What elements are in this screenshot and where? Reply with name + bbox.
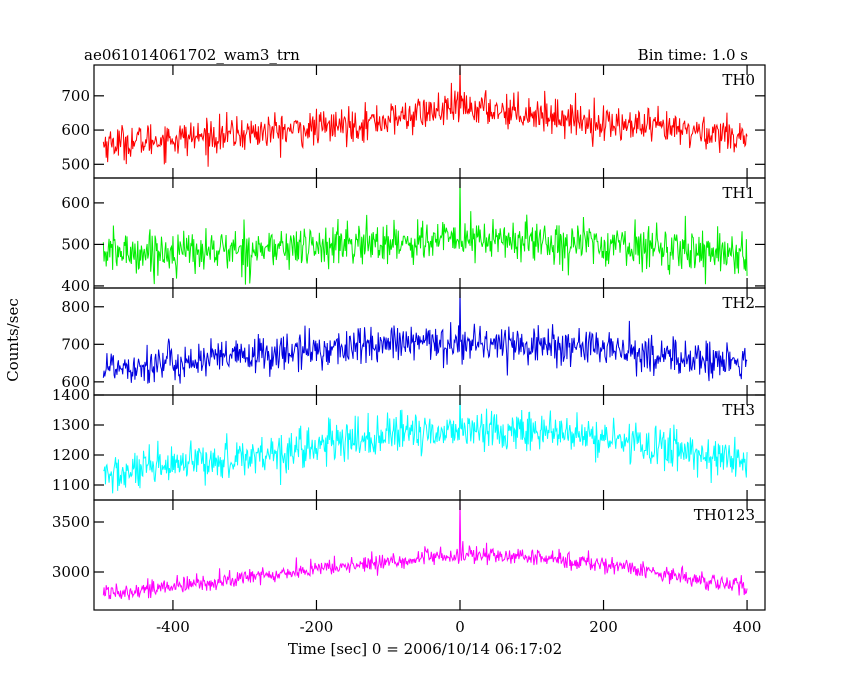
chart-title: ae061014061702_wam3_trn bbox=[84, 46, 300, 64]
bin-time-label: Bin time: 1.0 s bbox=[638, 46, 748, 64]
panel-frame bbox=[93, 499, 766, 611]
y-tick-label: 1200 bbox=[52, 446, 90, 464]
series-label-th3: TH3 bbox=[722, 401, 755, 419]
series-line-th2 bbox=[102, 288, 748, 384]
x-tick-label: 400 bbox=[733, 618, 762, 636]
series-label-th1: TH1 bbox=[722, 184, 755, 202]
panel-th0: 500 600 700 TH0 bbox=[61, 64, 766, 179]
panels: 500 600 700 TH0 400 500 600 TH1 600 700 800 TH2 1100… bbox=[52, 64, 766, 636]
y-tick-label: 500 bbox=[61, 235, 90, 253]
x-axis-label: Time [sec] 0 = 2006/10/14 06:17:02 bbox=[288, 640, 562, 658]
y-tick-label: 1400 bbox=[52, 386, 90, 404]
x-tick-label: -400 bbox=[156, 618, 190, 636]
y-tick-label: 800 bbox=[61, 298, 90, 316]
series-line-th1 bbox=[102, 178, 748, 285]
panel-th2: 600 700 800 TH2 bbox=[61, 287, 766, 396]
y-tick-label: 500 bbox=[61, 155, 90, 173]
panel-frame bbox=[93, 64, 766, 179]
series-line-th0123 bbox=[102, 500, 748, 601]
x-tick-label: 0 bbox=[455, 618, 465, 636]
y-tick-label: 3500 bbox=[52, 513, 90, 531]
panel-th0123: 3000 3500 TH0123 bbox=[52, 499, 766, 611]
y-tick-label: 1300 bbox=[52, 416, 90, 434]
series-label-th2: TH2 bbox=[722, 294, 755, 312]
series-label-th0: TH0 bbox=[722, 71, 755, 89]
y-tick-label: 3000 bbox=[52, 563, 90, 581]
y-tick-label: 400 bbox=[61, 277, 90, 295]
y-tick-label: 1100 bbox=[52, 476, 90, 494]
x-tick-label: -200 bbox=[300, 618, 334, 636]
y-axis-label: Counts/sec bbox=[4, 298, 22, 382]
series-line-th0 bbox=[102, 65, 748, 167]
series-label-th0123: TH0123 bbox=[694, 506, 755, 524]
y-tick-label: 700 bbox=[61, 87, 90, 105]
series-line-th3 bbox=[103, 395, 748, 494]
panel-th1: 400 500 600 TH1 bbox=[61, 177, 766, 295]
y-tick-label: 600 bbox=[61, 121, 90, 139]
y-tick-label: 700 bbox=[61, 335, 90, 353]
x-tick-label: 200 bbox=[589, 618, 618, 636]
panel-th3: 1100 1200 1300 1400 TH3 bbox=[52, 386, 766, 501]
y-tick-label: 600 bbox=[61, 373, 90, 391]
y-tick-label: 600 bbox=[61, 194, 90, 212]
